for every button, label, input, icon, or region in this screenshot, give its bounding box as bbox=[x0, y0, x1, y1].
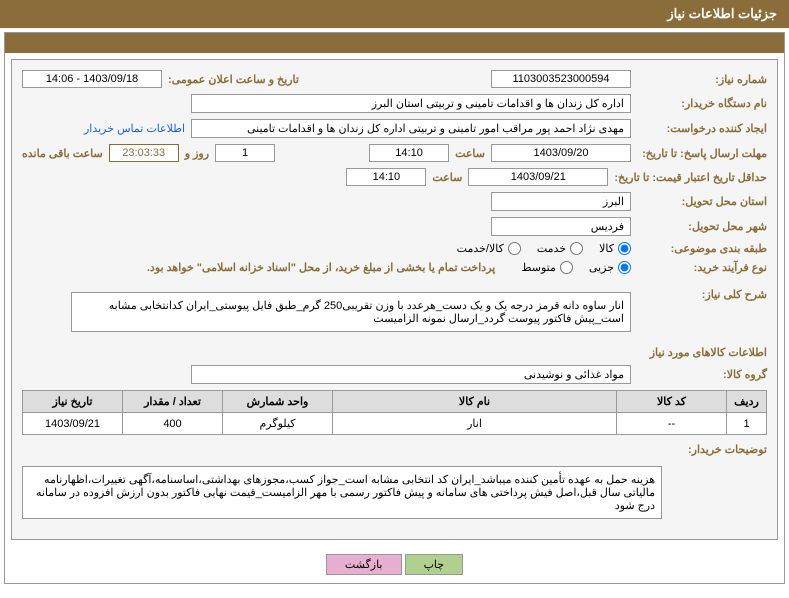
label-requester: ایجاد کننده درخواست: bbox=[637, 122, 767, 135]
th-qty: تعداد / مقدار bbox=[123, 391, 223, 413]
td-date: 1403/09/21 bbox=[23, 413, 123, 435]
th-name: نام کالا bbox=[333, 391, 617, 413]
label-city: شهر محل تحویل: bbox=[637, 220, 767, 233]
brown-separator bbox=[5, 33, 784, 53]
field-resp-date: 1403/09/20 bbox=[491, 144, 631, 162]
field-days-left: 1 bbox=[215, 144, 275, 162]
page-title: جزئیات اطلاعات نیاز bbox=[667, 6, 777, 21]
button-bar: چاپ بازگشت bbox=[5, 546, 784, 583]
row-validity: حداقل تاریخ اعتبار قیمت: تا تاریخ: 1403/… bbox=[22, 168, 767, 186]
label-general-desc: شرح کلی نیاز: bbox=[637, 288, 767, 301]
td-unit: کیلوگرم bbox=[223, 413, 333, 435]
field-buyer-notes: هزینه حمل به عهده تأمین کننده میباشد_ایر… bbox=[22, 466, 662, 519]
label-need-no: شماره نیاز: bbox=[637, 73, 767, 86]
td-qty: 400 bbox=[123, 413, 223, 435]
radio-service-label: خدمت bbox=[537, 242, 566, 255]
label-announce-dt: تاریخ و ساعت اعلان عمومی: bbox=[168, 73, 299, 86]
field-city: فردیس bbox=[491, 217, 631, 236]
td-row: 1 bbox=[727, 413, 767, 435]
field-province: البرز bbox=[491, 192, 631, 211]
row-subject-class: طبقه بندی موضوعی: کالا خدمت کالا/خدمت bbox=[22, 242, 767, 255]
field-timer: 23:03:33 bbox=[109, 144, 179, 162]
radio-goods-service[interactable]: کالا/خدمت bbox=[457, 242, 521, 255]
field-requester: مهدی نژاد احمد پور مراقب امور تامینی و ت… bbox=[191, 119, 631, 138]
radio-goods-input[interactable] bbox=[618, 242, 631, 255]
radio-goods[interactable]: کالا bbox=[599, 242, 631, 255]
field-general-desc: انار ساوه دانه قرمز درجه یک و یک دست_هرع… bbox=[71, 292, 631, 332]
radio-partial-input[interactable] bbox=[618, 261, 631, 274]
label-province: استان محل تحویل: bbox=[637, 195, 767, 208]
label-purchase-process: نوع فرآیند خرید: bbox=[637, 261, 767, 274]
goods-table: ردیف کد کالا نام کالا واحد شمارش تعداد /… bbox=[22, 390, 767, 435]
field-goods-group: مواد غذائی و نوشیدنی bbox=[191, 365, 631, 384]
row-buyer-org: نام دستگاه خریدار: اداره کل زندان ها و ا… bbox=[22, 94, 767, 113]
row-requester: ایجاد کننده درخواست: مهدی نژاد احمد پور … bbox=[22, 119, 767, 138]
field-buyer-org: اداره کل زندان ها و اقدامات تامینی و ترب… bbox=[191, 94, 631, 113]
field-validity-date: 1403/09/21 bbox=[468, 168, 608, 186]
label-hour-2: ساعت bbox=[432, 171, 462, 184]
radio-goods-label: کالا bbox=[599, 242, 614, 255]
field-validity-time: 14:10 bbox=[346, 168, 426, 186]
row-general-desc: شرح کلی نیاز: انار ساوه دانه قرمز درجه ی… bbox=[22, 288, 767, 336]
th-date: تاریخ نیاز bbox=[23, 391, 123, 413]
radio-group-process: جزیی متوسط bbox=[521, 261, 631, 274]
row-goods-group: گروه کالا: مواد غذائی و نوشیدنی bbox=[22, 365, 767, 384]
field-resp-time: 14:10 bbox=[369, 144, 449, 162]
outer-frame: شماره نیاز: 1103003523000594 تاریخ و ساع… bbox=[4, 32, 785, 584]
table-row: 1 -- انار کیلوگرم 400 1403/09/21 bbox=[23, 413, 767, 435]
td-name: انار bbox=[333, 413, 617, 435]
radio-medium-input[interactable] bbox=[560, 261, 573, 274]
th-code: کد کالا bbox=[617, 391, 727, 413]
row-city: شهر محل تحویل: فردیس bbox=[22, 217, 767, 236]
print-button[interactable]: چاپ bbox=[405, 554, 464, 575]
row-buyer-notes: توضیحات خریدار: هزینه حمل به عهده تأمین … bbox=[22, 443, 767, 523]
label-remain: ساعت باقی مانده bbox=[22, 147, 103, 160]
buyer-contact-link[interactable]: اطلاعات تماس خریدار bbox=[84, 122, 185, 135]
label-buyer-org: نام دستگاه خریدار: bbox=[637, 97, 767, 110]
label-goods-group: گروه کالا: bbox=[637, 368, 767, 381]
back-button[interactable]: بازگشت bbox=[326, 554, 402, 575]
section-goods-info: اطلاعات کالاهای مورد نیاز bbox=[22, 346, 767, 359]
label-day-and: روز و bbox=[185, 147, 209, 160]
row-response-deadline: مهلت ارسال پاسخ: تا تاریخ: 1403/09/20 سا… bbox=[22, 144, 767, 162]
td-code: -- bbox=[617, 413, 727, 435]
label-hour-1: ساعت bbox=[455, 147, 485, 160]
radio-partial-label: جزیی bbox=[589, 261, 614, 274]
th-unit: واحد شمارش bbox=[223, 391, 333, 413]
label-subject-class: طبقه بندی موضوعی: bbox=[637, 242, 767, 255]
th-row: ردیف bbox=[727, 391, 767, 413]
radio-partial[interactable]: جزیی bbox=[589, 261, 631, 274]
radio-service[interactable]: خدمت bbox=[537, 242, 583, 255]
payment-note: پرداخت تمام یا بخشی از مبلغ خرید، از محل… bbox=[147, 261, 495, 274]
radio-group-subject: کالا خدمت کالا/خدمت bbox=[457, 242, 631, 255]
radio-goods-service-input[interactable] bbox=[508, 242, 521, 255]
label-validity: حداقل تاریخ اعتبار قیمت: تا تاریخ: bbox=[614, 171, 767, 184]
radio-medium[interactable]: متوسط bbox=[521, 261, 573, 274]
page-header: جزئیات اطلاعات نیاز bbox=[0, 0, 789, 28]
label-buyer-notes: توضیحات خریدار: bbox=[637, 443, 767, 456]
content-panel: شماره نیاز: 1103003523000594 تاریخ و ساع… bbox=[11, 59, 778, 540]
field-need-no: 1103003523000594 bbox=[491, 70, 631, 88]
radio-medium-label: متوسط bbox=[521, 261, 556, 274]
radio-service-input[interactable] bbox=[570, 242, 583, 255]
field-announce-dt: 1403/09/18 - 14:06 bbox=[22, 70, 162, 88]
row-need-number: شماره نیاز: 1103003523000594 تاریخ و ساع… bbox=[22, 70, 767, 88]
row-province: استان محل تحویل: البرز bbox=[22, 192, 767, 211]
row-purchase-process: نوع فرآیند خرید: جزیی متوسط پرداخت تمام … bbox=[22, 261, 767, 274]
label-resp-deadline: مهلت ارسال پاسخ: تا تاریخ: bbox=[637, 147, 767, 160]
radio-goods-service-label: کالا/خدمت bbox=[457, 242, 504, 255]
